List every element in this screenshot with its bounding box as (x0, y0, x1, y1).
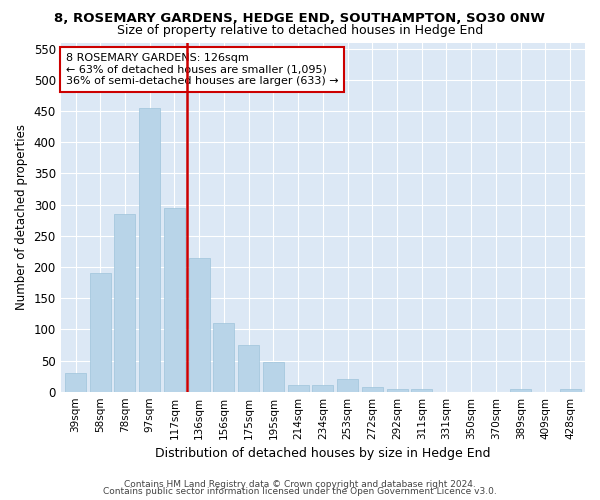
Bar (386, 388, 407, 392)
Bar (90, 273, 111, 392)
Bar (139, 108, 160, 392)
Bar (115, 214, 136, 392)
Bar (65, 373, 86, 392)
Text: 8 ROSEMARY GARDENS: 126sqm
← 63% of detached houses are smaller (1,095)
36% of s: 8 ROSEMARY GARDENS: 126sqm ← 63% of deta… (66, 53, 338, 86)
Bar (188, 258, 209, 392)
Bar (313, 386, 334, 392)
Y-axis label: Number of detached properties: Number of detached properties (15, 124, 28, 310)
Text: 8, ROSEMARY GARDENS, HEDGE END, SOUTHAMPTON, SO30 0NW: 8, ROSEMARY GARDENS, HEDGE END, SOUTHAMP… (55, 12, 545, 26)
Bar (287, 386, 308, 392)
Text: Contains public sector information licensed under the Open Government Licence v3: Contains public sector information licen… (103, 488, 497, 496)
Bar (510, 388, 531, 392)
Bar (337, 379, 358, 392)
Bar (362, 386, 383, 392)
X-axis label: Distribution of detached houses by size in Hedge End: Distribution of detached houses by size … (155, 447, 491, 460)
Text: Contains HM Land Registry data © Crown copyright and database right 2024.: Contains HM Land Registry data © Crown c… (124, 480, 476, 489)
Bar (411, 388, 432, 392)
Bar (560, 388, 581, 392)
Bar (263, 362, 284, 392)
Bar (164, 208, 185, 392)
Text: Size of property relative to detached houses in Hedge End: Size of property relative to detached ho… (117, 24, 483, 37)
Bar (238, 345, 259, 392)
Bar (214, 323, 235, 392)
